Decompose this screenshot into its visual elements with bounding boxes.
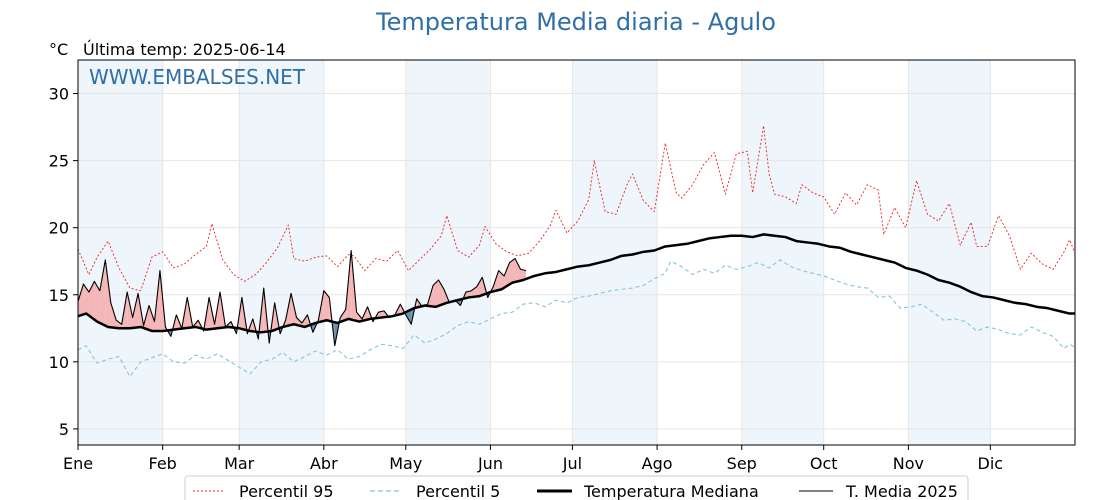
anomaly-fill-above <box>520 269 526 281</box>
month-bands <box>78 60 991 445</box>
x-tick-label: Sep <box>727 454 757 473</box>
x-tick-label: Ago <box>642 454 673 473</box>
anomaly-fill-below <box>405 309 412 325</box>
anomaly-fill-above <box>498 270 505 291</box>
y-tick-label: 15 <box>49 286 69 305</box>
x-tick-label: Jul <box>562 454 582 473</box>
anomaly-fill-above <box>438 280 445 306</box>
x-tick-label: Nov <box>893 454 924 473</box>
anomaly-fill-above <box>110 302 117 328</box>
y-unit-label: °C <box>49 40 68 59</box>
y-axis-ticks: 5 10 15 20 25 30 <box>49 85 78 439</box>
anomaly-fill-above <box>476 277 483 297</box>
plot-area-frame <box>77 59 1076 446</box>
y-tick-label: 30 <box>49 85 69 104</box>
watermark: WWW.EMBALSES.NET <box>89 65 306 89</box>
anomaly-fill-above <box>433 280 439 307</box>
anomaly-fill-above <box>471 286 477 298</box>
anomaly-fill-above <box>504 262 510 288</box>
x-tick-label: May <box>389 454 422 473</box>
anomaly-fill-above <box>340 309 346 322</box>
series-line-percentil-95 <box>77 125 1076 292</box>
y-tick-label: 10 <box>49 353 69 372</box>
anomaly-fill-above <box>132 293 139 328</box>
x-axis-ticks: Ene Feb Mar Abr May Jun Jul Ago Sep Oct Nov Dic <box>63 445 1003 473</box>
anomaly-fill-above <box>99 259 106 326</box>
month-band-ene <box>78 60 163 445</box>
anomaly-fill-above <box>509 258 516 285</box>
series-line-percentil-5 <box>77 259 1076 378</box>
series-lines <box>77 125 1076 378</box>
y-tick-label: 20 <box>49 219 69 238</box>
legend: Percentil 95 Percentil 5 Temperatura Med… <box>184 475 969 500</box>
anomaly-fill-above <box>149 305 155 331</box>
x-tick-label: Mar <box>224 454 255 473</box>
x-tick-label: Jun <box>477 454 503 473</box>
month-band-may <box>405 60 491 445</box>
legend-label-median: Temperatura Mediana <box>583 482 759 500</box>
month-band-nov <box>908 60 991 445</box>
last-temp-label: Última temp: 2025-06-14 <box>83 40 286 59</box>
anomaly-fill-above <box>88 281 95 320</box>
x-tick-label: Feb <box>149 454 177 473</box>
anomaly-fill-above <box>83 284 89 316</box>
series-line-temperatura-mediana <box>77 233 1075 334</box>
anomaly-fill-above <box>78 284 84 317</box>
x-tick-label: Dic <box>978 454 1004 473</box>
y-tick-label: 25 <box>49 152 69 171</box>
y-tick-label: 5 <box>59 420 69 439</box>
anomaly-fill-above <box>105 259 111 328</box>
anomaly-fill-above <box>127 292 133 329</box>
anomaly-fill-above <box>323 290 330 321</box>
legend-frame <box>184 475 969 500</box>
legend-label-2025: T. Media 2025 <box>845 482 958 500</box>
month-band-mar <box>239 60 324 445</box>
x-tick-label: Ene <box>63 454 93 473</box>
chart-title: Temperatura Media diaria - Agulo <box>375 8 776 36</box>
x-tick-label: Abr <box>310 454 338 473</box>
anomaly-fill-above <box>116 320 122 329</box>
anomaly-fill-above <box>94 281 100 323</box>
legend-label-p5: Percentil 5 <box>416 482 500 500</box>
month-band-sep <box>741 60 824 445</box>
series-line-t-media-2025 <box>77 249 527 347</box>
x-tick-label: Oct <box>810 454 838 473</box>
legend-label-p95: Percentil 95 <box>239 482 334 500</box>
anomaly-fill-above <box>515 258 521 283</box>
